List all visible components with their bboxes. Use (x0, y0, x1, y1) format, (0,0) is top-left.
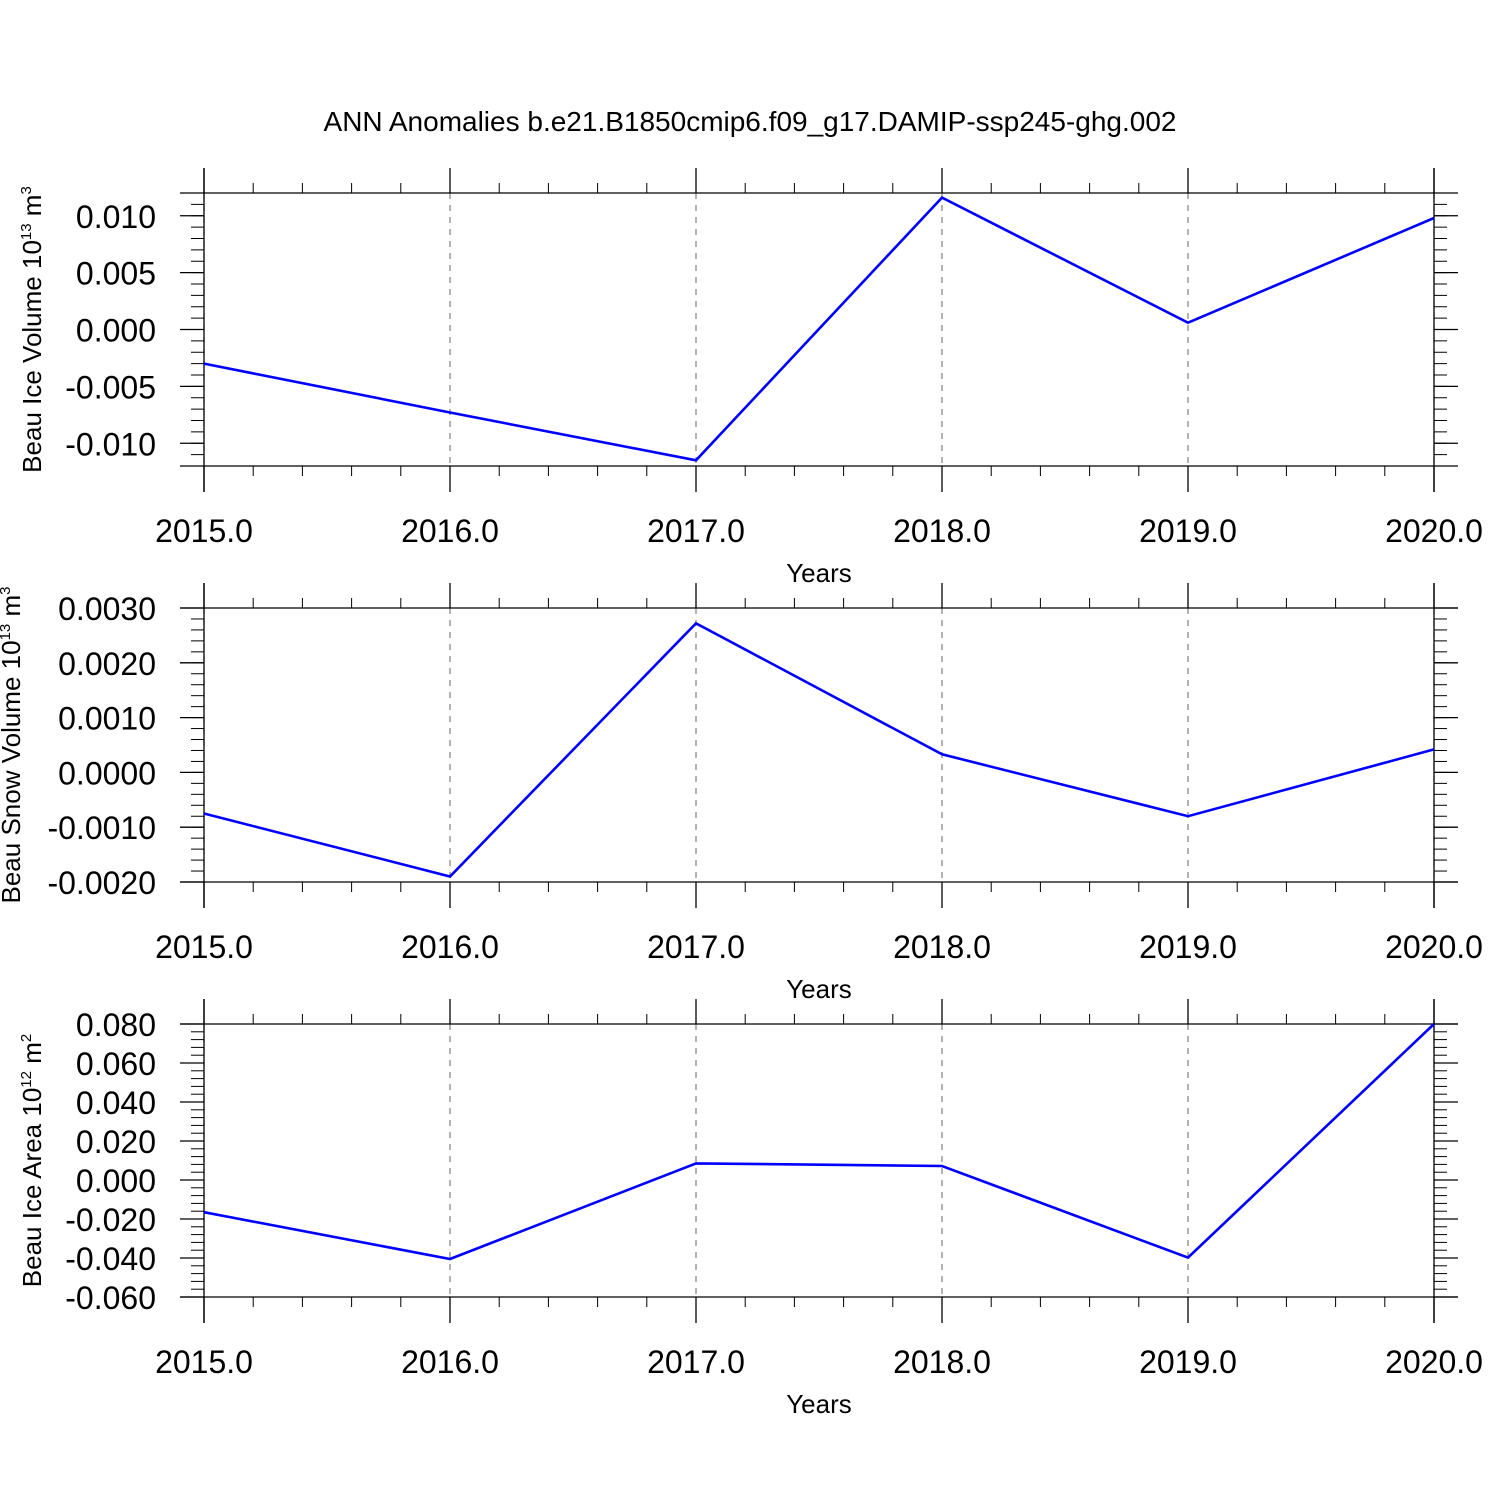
y-tick-label: 0.0000 (58, 755, 156, 791)
series-line (203, 621, 1435, 878)
x-tick-label: 2020.0 (1385, 513, 1483, 549)
y-tick-label: 0.080 (76, 1007, 156, 1043)
y-axis-label-superscript: 12 (18, 1071, 35, 1088)
y-tick-label: 0.040 (76, 1085, 156, 1121)
x-tick-label: 2017.0 (647, 1344, 745, 1380)
y-tick-label: -0.010 (65, 426, 156, 462)
x-axis-label: Years (786, 558, 852, 588)
series-line (203, 1023, 1435, 1261)
x-axis-label: Years (786, 1389, 852, 1419)
x-tick-label: 2017.0 (647, 929, 745, 965)
y-tick-label: 0.0020 (58, 646, 156, 682)
y-tick-label: 0.020 (76, 1124, 156, 1160)
y-tick-label: -0.060 (65, 1280, 156, 1316)
x-tick-label: 2018.0 (893, 929, 991, 965)
y-axis-label-superscript: 2 (18, 1034, 35, 1042)
x-tick-label: 2019.0 (1139, 929, 1237, 965)
y-tick-label: 0.000 (76, 313, 156, 349)
y-tick-label: -0.0020 (47, 865, 156, 901)
y-axis-label-text: m (17, 195, 47, 224)
y-axis-label-superscript: 3 (18, 186, 35, 194)
y-axis-label-text: Beau Ice Volume 10 (17, 240, 47, 473)
y-axis-label-text: m (0, 595, 26, 624)
y-axis-label-text: Beau Ice Area 10 (17, 1088, 47, 1287)
y-tick-label: 0.000 (76, 1163, 156, 1199)
y-axis-label-text: m (17, 1042, 47, 1071)
x-tick-label: 2019.0 (1139, 1344, 1237, 1380)
x-axis-label: Years (786, 974, 852, 1004)
y-tick-label: 0.005 (76, 256, 156, 292)
x-tick-label: 2016.0 (401, 513, 499, 549)
x-tick-label: 2015.0 (155, 1344, 253, 1380)
y-tick-label: 0.0030 (58, 591, 156, 627)
y-tick-label: -0.005 (65, 369, 156, 405)
x-tick-label: 2020.0 (1385, 929, 1483, 965)
x-tick-label: 2017.0 (647, 513, 745, 549)
x-tick-label: 2018.0 (893, 513, 991, 549)
x-tick-label: 2015.0 (155, 929, 253, 965)
y-axis-label: Beau Snow Volume 1013 m3 (0, 587, 26, 904)
chart-panel-2: 2015.0 2016.0 2017.0 2018.0 2019.0 2020.0 Year… (0, 583, 1483, 1004)
y-tick-label: -0.0010 (47, 810, 156, 846)
y-tick-label: 0.060 (76, 1046, 156, 1082)
chart-panel-1: 2015.0 2016.0 2017.0 2018.0 2019.0 2020.0 Year… (17, 168, 1483, 588)
x-tick-label: 2019.0 (1139, 513, 1237, 549)
y-axis-label-superscript: 3 (0, 587, 14, 595)
figure-title: ANN Anomalies b.e21.B1850cmip6.f09_g17.D… (324, 106, 1177, 137)
x-tick-label: 2016.0 (401, 929, 499, 965)
y-axis-label-text: Beau Snow Volume 10 (0, 640, 26, 903)
series-line (203, 195, 1435, 462)
y-tick-label: -0.020 (65, 1202, 156, 1238)
y-tick-label: 0.0010 (58, 701, 156, 737)
y-tick-label: 0.010 (76, 199, 156, 235)
x-tick-label: 2016.0 (401, 1344, 499, 1380)
y-axis-label: Beau Ice Volume 1013 m3 (17, 186, 47, 473)
y-axis-label: Beau Ice Area 1012 m2 (17, 1034, 47, 1287)
x-tick-label: 2020.0 (1385, 1344, 1483, 1380)
x-tick-label: 2018.0 (893, 1344, 991, 1380)
chart-panel-3: 2015.0 2016.0 2017.0 2018.0 2019.0 2020.0 Year… (17, 999, 1483, 1419)
x-tick-label: 2015.0 (155, 513, 253, 549)
y-axis-label-superscript: 13 (18, 223, 35, 240)
y-tick-label: -0.040 (65, 1241, 156, 1277)
y-axis-label-superscript: 13 (0, 624, 14, 641)
